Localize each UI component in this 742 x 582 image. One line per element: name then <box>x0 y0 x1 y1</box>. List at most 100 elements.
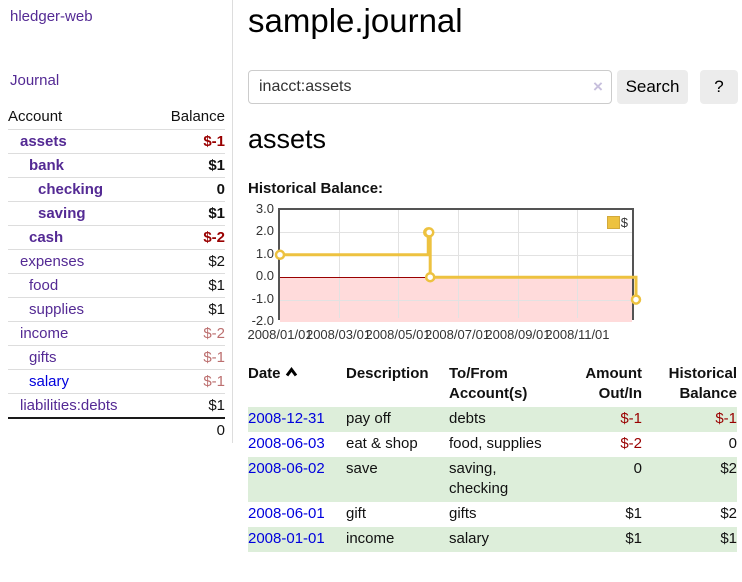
transaction-amount: 0 <box>569 457 642 502</box>
clear-search-icon[interactable]: × <box>593 77 603 96</box>
search-button[interactable]: Search <box>617 70 688 104</box>
x-axis-tick-label: 2008/01/01 <box>247 327 313 342</box>
sidebar-account-row: bank $1 <box>8 154 225 178</box>
transaction-date-cell[interactable]: 2008-01-01 <box>248 527 346 552</box>
search-input[interactable] <box>248 70 612 104</box>
sidebar-account-link-checking[interactable]: checking <box>38 181 104 198</box>
transaction-date-cell[interactable]: 2008-12-31 <box>248 407 346 432</box>
account-balance-value: $-2 <box>203 325 225 342</box>
x-axis-tick-label: 2008/07/01 <box>424 327 491 342</box>
h-gridline <box>280 254 632 256</box>
transaction-description: pay off <box>346 407 449 432</box>
transaction-amount: $-2 <box>620 435 642 452</box>
sidebar-account-link-saving[interactable]: saving <box>38 205 86 222</box>
sidebar-account-link-food[interactable]: food <box>29 277 59 294</box>
sidebar-account-link-bank[interactable]: bank <box>29 157 65 174</box>
transaction-accounts: food, supplies <box>449 435 542 452</box>
v-gridline <box>398 210 400 318</box>
sidebar-account-link-supplies[interactable]: supplies <box>29 301 85 318</box>
account-heading: assets <box>248 124 327 154</box>
x-axis-tick-label: 2008/05/01 <box>365 327 431 342</box>
transaction-row: 2008-01-01 income salary $1 $1 <box>248 527 737 552</box>
page-title: sample.journal <box>248 2 463 39</box>
account-balance-value: $1 <box>208 397 225 414</box>
data-point-marker <box>630 294 642 305</box>
transaction-description: gift <box>346 505 367 522</box>
y-axis-tick-label: 0.0 <box>255 268 274 284</box>
transaction-balance: $2 <box>720 505 737 522</box>
transaction-date-link[interactable]: 2008-06-03 <box>248 435 325 452</box>
accounts-table-header: Account Balance <box>8 104 225 130</box>
accounts-total-value: 0 <box>216 422 225 439</box>
transaction-row: 2008-06-02 save saving, checking 0 $2 <box>248 457 737 502</box>
column-header-description: Description <box>346 365 429 382</box>
sidebar-account-link-cash[interactable]: cash <box>29 229 64 246</box>
sidebar-account-row: expenses $2 <box>8 250 225 274</box>
account-balance-value: $-1 <box>203 373 225 390</box>
sidebar-account-link-salary[interactable]: salary <box>29 373 70 390</box>
account-balance-value: $2 <box>208 253 225 270</box>
register-table-header: Date Description To/From Account(s) Amou… <box>248 362 737 407</box>
transaction-date-cell[interactable]: 2008-06-02 <box>248 457 346 502</box>
transaction-date-cell[interactable]: 2008-06-03 <box>248 432 346 457</box>
account-column-header: Account <box>8 108 63 125</box>
transaction-date-cell[interactable]: 2008-06-01 <box>248 502 346 527</box>
sidebar-account-row: assets $-1 <box>8 130 225 154</box>
y-axis-tick-label: 2.0 <box>255 223 274 239</box>
accounts-total-row: 0 <box>8 417 225 443</box>
account-balance-value: $1 <box>208 301 225 318</box>
sidebar-account-link-gifts[interactable]: gifts <box>29 349 57 366</box>
sidebar-account-link-expenses[interactable]: expenses <box>20 253 85 270</box>
account-balance-value: $1 <box>208 277 225 294</box>
transaction-accounts: saving, checking <box>449 457 569 502</box>
sidebar-account-row: income $-2 <box>8 322 225 346</box>
account-balance-value: 0 <box>216 181 225 198</box>
x-axis-tick-label: 2008/11/01 <box>545 327 610 342</box>
sidebar-account-row: food $1 <box>8 274 225 298</box>
column-header-accounts: To/From Account(s) <box>449 365 528 402</box>
transaction-date-link[interactable]: 2008-06-02 <box>248 460 325 477</box>
column-header-date[interactable]: Date <box>248 362 346 407</box>
transaction-description: save <box>346 457 449 502</box>
transaction-balance: $1 <box>642 527 737 552</box>
transaction-amount: $-1 <box>569 407 642 432</box>
sidebar-account-row: checking 0 <box>8 178 225 202</box>
sidebar-account-row: saving $1 <box>8 202 225 226</box>
transaction-date-link[interactable]: 2008-06-01 <box>248 505 325 522</box>
transaction-accounts: salary <box>449 527 569 552</box>
v-gridline <box>517 210 519 318</box>
h-gridline <box>280 232 632 234</box>
transaction-date-link[interactable]: 2008-01-01 <box>248 530 325 547</box>
transaction-accounts: gifts <box>449 505 477 522</box>
legend-label: $ <box>620 215 628 230</box>
account-balance-value: $-1 <box>203 349 225 366</box>
accounts-table: Account Balance assets $-1 bank $1 checking 0… <box>8 104 225 443</box>
app-brand-link[interactable]: hledger-web <box>10 8 93 25</box>
v-gridline <box>457 210 459 318</box>
balance-column-header: Balance <box>170 108 225 125</box>
chart-legend: $ <box>605 214 629 231</box>
sidebar-account-link-assets[interactable]: assets <box>20 133 67 150</box>
transaction-date-link[interactable]: 2008-12-31 <box>248 410 325 427</box>
column-header-balance: Historical Balance <box>668 365 737 402</box>
account-balance-value: $1 <box>208 205 225 222</box>
x-axis-tick-label: 2008/03/01 <box>305 327 372 342</box>
sidebar-item-journal[interactable]: Journal <box>10 72 60 89</box>
balance-line-series <box>274 227 642 305</box>
account-balance-value: $-1 <box>203 133 225 150</box>
help-button[interactable]: ? <box>700 70 738 104</box>
sidebar-account-row: cash $-2 <box>8 226 225 250</box>
register-table: Date Description To/From Account(s) Amou… <box>248 362 737 552</box>
h-gridline <box>280 299 632 301</box>
sidebar-account-link-liabilities-debts[interactable]: liabilities:debts <box>20 397 118 414</box>
sidebar-account-link-income[interactable]: income <box>20 325 69 342</box>
legend-swatch-icon <box>606 216 620 229</box>
transaction-balance: $-1 <box>642 407 737 432</box>
sort-ascending-icon <box>285 364 298 384</box>
sidebar: hledger-web Journal Account Balance asse… <box>0 0 233 443</box>
sidebar-account-row: gifts $-1 <box>8 346 225 370</box>
transaction-balance: 0 <box>728 435 737 452</box>
data-point-marker <box>274 249 286 261</box>
v-gridline <box>338 210 340 318</box>
chart-plot-area: $ <box>274 208 642 322</box>
